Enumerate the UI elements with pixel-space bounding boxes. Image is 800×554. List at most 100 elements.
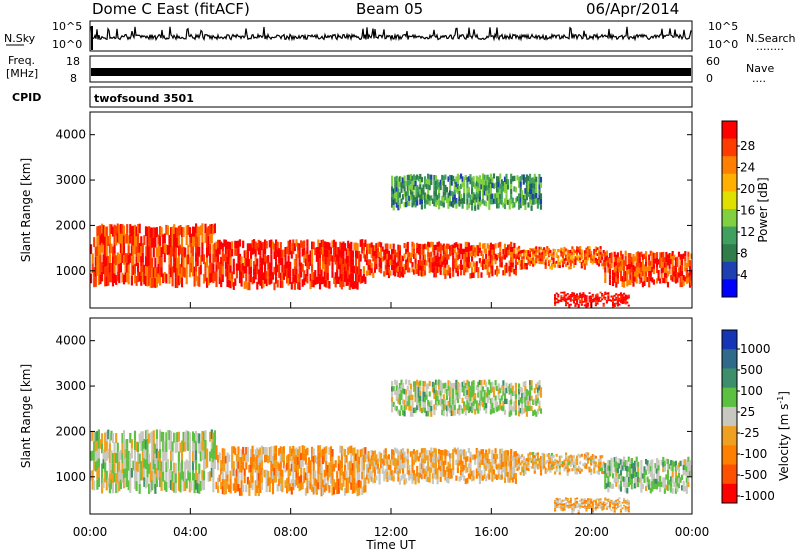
velocity-cell-1112 bbox=[488, 448, 491, 454]
power-cell-624 bbox=[304, 274, 307, 282]
velocity-cell-1258 bbox=[536, 452, 539, 456]
velocity-cell-1668 bbox=[690, 465, 693, 471]
velocity-cell-1287 bbox=[547, 464, 550, 468]
velocity-cell-1941 bbox=[409, 411, 412, 417]
power-cell-1564 bbox=[624, 250, 627, 256]
power-cell-1855 bbox=[585, 301, 588, 304]
velocity-cell-1123 bbox=[492, 458, 496, 465]
velocity-cell-687 bbox=[339, 467, 342, 475]
power-cell-287 bbox=[185, 264, 188, 275]
velocity-cell-1096 bbox=[483, 463, 486, 469]
velocity-cell-1179 bbox=[511, 471, 514, 478]
velocity-cell-2171 bbox=[489, 398, 492, 404]
velocity-cell-1591 bbox=[662, 477, 665, 483]
velocity-cell-146 bbox=[143, 477, 146, 487]
power-cell-2041 bbox=[412, 179, 416, 185]
power-cell-615 bbox=[301, 279, 304, 287]
velocity-cell-2139 bbox=[477, 387, 480, 393]
power-cell-739 bbox=[344, 274, 347, 282]
velocity-cell-794 bbox=[375, 464, 378, 470]
velocity-cell-2168 bbox=[488, 379, 491, 385]
velocity-cell-801 bbox=[378, 473, 381, 479]
velocity-cell-1106 bbox=[486, 458, 489, 464]
power-cell-709 bbox=[334, 257, 337, 265]
power-cell-1501 bbox=[604, 267, 607, 273]
power-cell-2232 bbox=[480, 199, 483, 205]
power-cell-701 bbox=[331, 255, 334, 263]
velocity-cell-1080 bbox=[478, 473, 481, 479]
power-cell-338 bbox=[204, 233, 207, 243]
velocity-cell-1199 bbox=[518, 463, 521, 467]
velocity-cell-1764 bbox=[583, 501, 586, 504]
velocity-cell-1128 bbox=[494, 453, 497, 459]
velocity-cell-1886 bbox=[627, 506, 630, 509]
power-cell-212 bbox=[159, 265, 162, 276]
power-cell-2255 bbox=[486, 174, 489, 180]
velocity-cell-412 bbox=[240, 472, 243, 481]
power-cell-1077 bbox=[458, 253, 461, 259]
velocity-cell-1372 bbox=[577, 453, 580, 457]
velocity-cell-322 bbox=[204, 459, 207, 469]
velocity-cell-969 bbox=[434, 448, 438, 454]
power-cell-63 bbox=[110, 224, 113, 234]
power-cell-253 bbox=[174, 277, 177, 288]
power-cell-474 bbox=[251, 239, 254, 248]
power-cell-1996 bbox=[398, 203, 401, 209]
velocity-cell-1547 bbox=[645, 459, 648, 465]
velocity-cell-1715 bbox=[568, 506, 571, 509]
velocity-cell-425 bbox=[245, 454, 248, 463]
power-cell-30 bbox=[101, 242, 104, 253]
power-cell-471 bbox=[249, 243, 253, 252]
velocity-cell-1792 bbox=[591, 505, 594, 508]
power-cell-1459 bbox=[590, 260, 593, 263]
power-cell-377 bbox=[217, 247, 220, 255]
power-cell-142 bbox=[137, 272, 140, 283]
velocity-cell-1161 bbox=[505, 450, 508, 456]
velocity-cell-2267 bbox=[527, 395, 530, 401]
power-cell-1621 bbox=[641, 254, 644, 260]
velocity-cell-123 bbox=[133, 440, 137, 451]
velocity-cell-200 bbox=[159, 439, 162, 449]
power-cell-314 bbox=[195, 242, 198, 253]
power-cell-1206 bbox=[507, 266, 510, 272]
velocity-cell-1590 bbox=[662, 482, 665, 488]
power-cell-1790 bbox=[565, 304, 568, 307]
power-cell-2228 bbox=[478, 190, 481, 197]
power-cell-620 bbox=[303, 270, 306, 278]
power-cell-1333 bbox=[547, 263, 550, 267]
power-cell-1811 bbox=[571, 292, 574, 294]
velocity-cell-1503 bbox=[629, 479, 632, 486]
power-cell-369 bbox=[215, 279, 218, 288]
velocity-cell-1360 bbox=[574, 471, 577, 475]
velocity-cell-61 bbox=[111, 483, 115, 494]
power-cell-227 bbox=[163, 233, 166, 243]
velocity-cell-1416 bbox=[597, 471, 601, 475]
velocity-cell-1934 bbox=[406, 396, 409, 402]
power-cell-823 bbox=[372, 272, 375, 278]
velocity-cell-527 bbox=[281, 469, 284, 478]
velocity-cell-612 bbox=[312, 471, 315, 480]
velocity-cell-1172 bbox=[510, 475, 513, 481]
power-cell-2226 bbox=[478, 201, 481, 207]
velocity-cell-1457 bbox=[613, 477, 616, 483]
power-cell-1629 bbox=[645, 266, 648, 272]
velocity-cell-1635 bbox=[677, 478, 681, 484]
velocity-cell-598 bbox=[306, 462, 309, 471]
velocity-cell-2129 bbox=[472, 380, 475, 386]
power-cell-221 bbox=[162, 273, 165, 284]
velocity-cell-1354 bbox=[571, 458, 574, 462]
velocity-cell-1385 bbox=[585, 463, 588, 467]
velocity-cell-2091 bbox=[461, 381, 464, 388]
power-cell-214 bbox=[159, 245, 162, 256]
power-cell-1697 bbox=[668, 258, 671, 264]
power-cell-751 bbox=[347, 255, 350, 264]
power-cell-381 bbox=[218, 261, 221, 270]
power-cell-1647 bbox=[651, 267, 654, 273]
power-cell-1830 bbox=[577, 303, 580, 306]
power-cell-1964 bbox=[626, 297, 629, 300]
power-cell-1640 bbox=[648, 254, 651, 260]
velocity-cell-1866 bbox=[619, 508, 623, 511]
power-cell-1009 bbox=[436, 267, 439, 273]
velocity-cell-686 bbox=[339, 475, 342, 483]
velocity-cell-1724 bbox=[569, 497, 572, 500]
